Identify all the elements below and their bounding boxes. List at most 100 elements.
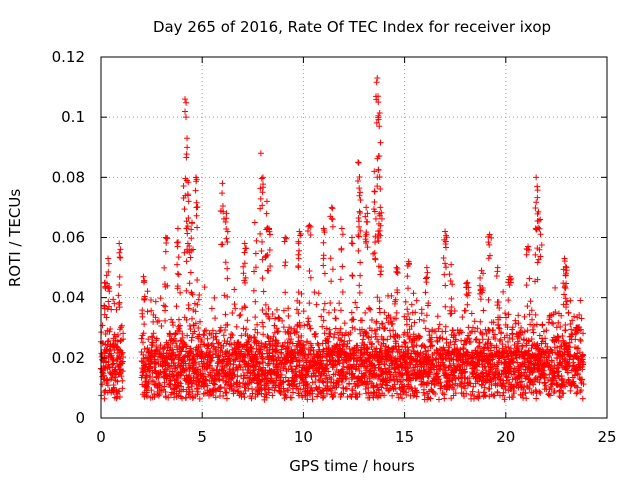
data-point — [474, 344, 481, 351]
data-point — [448, 304, 455, 311]
data-point — [474, 325, 481, 332]
data-point — [479, 336, 486, 343]
data-point — [102, 331, 109, 338]
data-point — [432, 390, 439, 397]
data-point — [240, 325, 247, 332]
data-point — [404, 344, 411, 351]
data-point — [298, 346, 305, 353]
data-point — [224, 265, 231, 272]
data-point — [498, 330, 505, 337]
data-point — [373, 79, 380, 86]
data-point — [324, 383, 331, 390]
data-point — [523, 282, 530, 289]
data-point — [194, 385, 201, 392]
data-point — [139, 313, 146, 320]
data-point — [403, 321, 410, 328]
data-point — [451, 373, 458, 380]
data-point — [367, 306, 374, 313]
x-axis-label: GPS time / hours — [289, 457, 415, 475]
data-point — [148, 307, 155, 314]
data-point — [295, 334, 302, 341]
data-point — [477, 318, 484, 325]
data-point — [160, 350, 167, 357]
data-point — [197, 318, 204, 325]
data-point — [512, 320, 519, 327]
data-point — [336, 300, 343, 307]
data-point — [482, 392, 489, 399]
data-point — [116, 273, 123, 280]
data-point — [307, 325, 314, 332]
data-point — [371, 188, 378, 195]
data-point — [372, 331, 379, 338]
data-point — [309, 396, 316, 403]
data-point — [149, 334, 156, 341]
data-point — [441, 395, 448, 402]
data-point — [244, 341, 251, 348]
data-point — [147, 373, 154, 380]
y-axis-label: ROTI / TECUs — [6, 189, 24, 287]
data-point — [379, 369, 386, 376]
data-point — [115, 331, 122, 338]
data-point — [446, 363, 453, 370]
data-point — [156, 381, 163, 388]
data-point — [232, 305, 239, 312]
data-point — [162, 303, 169, 310]
data-point — [291, 329, 298, 336]
data-point — [442, 244, 449, 251]
data-point — [267, 231, 274, 238]
data-point — [204, 335, 211, 342]
data-point — [534, 341, 541, 348]
data-point — [304, 338, 311, 345]
data-point — [258, 340, 265, 347]
data-point — [222, 326, 229, 333]
data-point — [502, 310, 509, 317]
data-point — [427, 371, 434, 378]
data-point — [527, 321, 534, 328]
data-point — [365, 384, 372, 391]
data-point — [450, 360, 457, 367]
data-point — [101, 302, 108, 309]
data-point — [556, 387, 563, 394]
data-point — [281, 238, 288, 245]
data-point — [325, 309, 332, 316]
data-point — [275, 371, 282, 378]
data-point — [329, 385, 336, 392]
data-point — [480, 307, 487, 314]
data-point — [174, 346, 181, 353]
data-point — [412, 309, 419, 316]
data-point — [405, 285, 412, 292]
data-point — [245, 338, 252, 345]
data-point — [373, 351, 380, 358]
data-point — [330, 393, 337, 400]
data-point — [377, 186, 384, 193]
data-point — [170, 322, 177, 329]
data-point — [287, 339, 294, 346]
data-point — [344, 340, 351, 347]
data-point — [282, 234, 289, 241]
data-point — [110, 296, 117, 303]
data-point — [221, 292, 228, 299]
data-point — [478, 267, 485, 274]
data-point — [450, 386, 457, 393]
data-point — [258, 175, 265, 182]
data-point — [163, 373, 170, 380]
data-point — [383, 379, 390, 386]
data-point — [519, 343, 526, 350]
data-point — [480, 270, 487, 277]
data-point — [425, 347, 432, 354]
data-point — [536, 388, 543, 395]
data-point — [162, 317, 169, 324]
data-point — [518, 324, 525, 331]
data-point — [280, 365, 287, 372]
data-point — [348, 234, 355, 241]
data-point — [421, 343, 428, 350]
data-point — [420, 386, 427, 393]
data-point — [320, 394, 327, 401]
data-point — [139, 307, 146, 314]
data-point — [229, 309, 236, 316]
data-point — [200, 331, 207, 338]
data-point — [499, 345, 506, 352]
data-point — [491, 392, 498, 399]
data-point — [249, 390, 256, 397]
data-point — [413, 297, 420, 304]
